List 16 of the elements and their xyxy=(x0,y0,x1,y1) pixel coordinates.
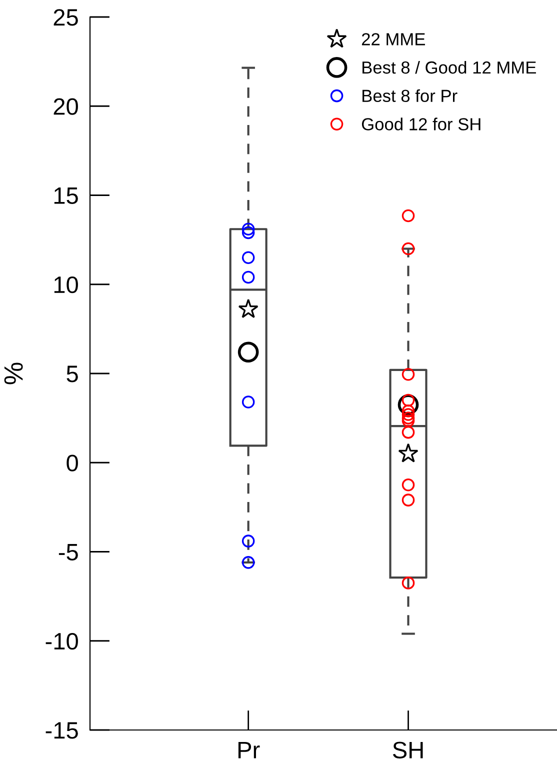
legend-label: Best 8 / Good 12 MME xyxy=(362,60,536,74)
legend-label: Good 12 for SH xyxy=(362,118,480,130)
y-tick-label: 25 xyxy=(54,9,78,26)
legend-label: 22 MME xyxy=(362,33,425,46)
y-tick-label: 20 xyxy=(54,98,78,115)
y-tick-label: -15 xyxy=(46,722,78,739)
y-tick-label: 10 xyxy=(54,276,78,294)
y-tick-label: -10 xyxy=(46,632,78,650)
y-axis-title: % xyxy=(4,362,23,384)
y-tick-label: 15 xyxy=(54,188,78,204)
y-tick-label: 0 xyxy=(66,454,78,472)
x-tick-label: SH xyxy=(392,742,423,758)
legend-label: Best 8 for Pr xyxy=(362,89,458,102)
x-tick-label: Pr xyxy=(238,742,260,758)
y-tick-label: 5 xyxy=(66,366,78,382)
y-tick-label: -5 xyxy=(58,544,78,561)
